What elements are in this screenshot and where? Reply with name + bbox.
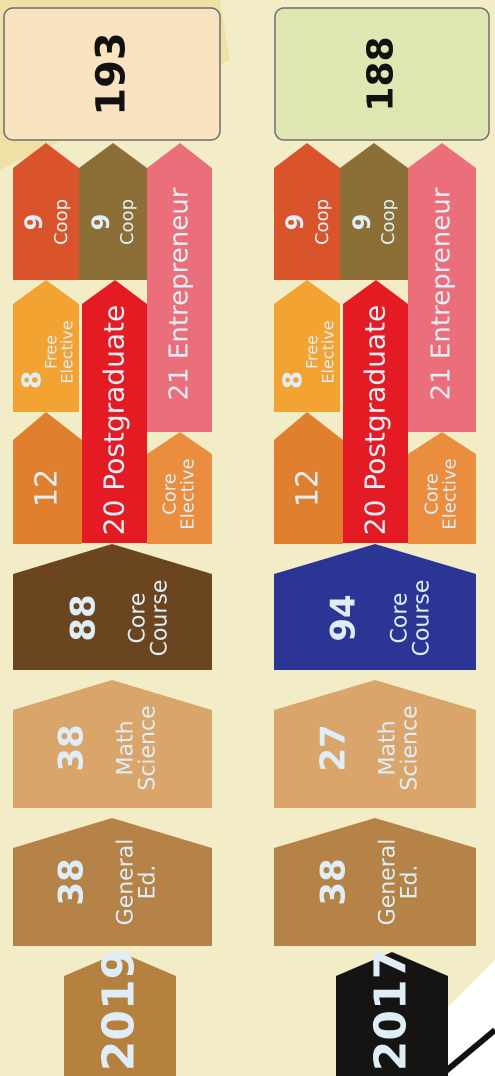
general-ed-label-2017: General Ed.	[375, 838, 423, 926]
entrepreneur-label: Entrepreneur	[164, 187, 195, 360]
core-course-label-2: Course	[410, 579, 435, 657]
year-2017: 2017	[365, 948, 417, 1072]
year-badge-2017	[336, 952, 448, 1076]
postgraduate-2017: 20 Postgraduate	[358, 304, 392, 536]
entrepreneur-value: 21	[426, 367, 457, 401]
postgraduate-value: 20	[97, 499, 131, 536]
math-science-value-2019: 38	[51, 724, 92, 772]
math-science-label-1: Math	[113, 720, 139, 776]
total-box-2017	[274, 7, 490, 141]
postgraduate-label: Postgraduate	[97, 304, 131, 491]
free-elective-block-2019	[13, 280, 79, 412]
coop-block-2-2019	[79, 143, 147, 280]
year-2019: 2019	[93, 948, 145, 1072]
core-course-label-1: Core	[387, 592, 413, 644]
free-elective-label-2: Elective	[319, 320, 338, 384]
core-course-value-2017: 94	[323, 594, 364, 642]
core-elective-label-2019: Core Elective	[160, 458, 199, 530]
free-elective-block-2017	[274, 280, 340, 412]
math-science-label-2019: Math Science	[113, 705, 161, 791]
core-elective-label-2017: Core Elective	[422, 458, 461, 530]
core-elective-label-2: Elective	[178, 458, 199, 530]
general-ed-block-2017	[274, 818, 476, 946]
general-ed-block-2019	[13, 818, 212, 946]
postgraduate-block-2019	[82, 280, 147, 543]
general-ed-label-2: Ed.	[398, 864, 423, 900]
core-course-block-2019	[13, 544, 212, 670]
total-2019: 193	[88, 32, 135, 116]
math-science-label-2017: Math Science	[375, 705, 423, 791]
coop-2-label-2019: Coop	[116, 198, 138, 246]
core-elective-count-block-2017	[274, 412, 343, 544]
coop-block-1-2019	[13, 143, 79, 280]
background-stroke	[438, 1027, 495, 1076]
core-elective-count-block-2019	[13, 412, 82, 544]
coop-2-label-2017: Coop	[377, 198, 399, 246]
core-course-label-1: Core	[125, 592, 151, 644]
free-elective-label-2019: Free Elective	[42, 320, 77, 384]
general-ed-label-1: General	[375, 838, 401, 926]
core-elective-count-2017: 12	[290, 468, 326, 508]
coop-block-2-2017	[340, 143, 408, 280]
core-course-label-2019: Core Course	[125, 579, 173, 657]
coop-2-value-2017: 9	[347, 213, 376, 231]
year-badge-2019	[64, 952, 176, 1076]
total-box-2019	[3, 7, 221, 141]
core-course-label-2017: Core Course	[387, 579, 435, 657]
entrepreneur-2019: 21 Entrepreneur	[164, 187, 195, 401]
math-science-value-2017: 27	[313, 724, 354, 772]
general-ed-label-2019: General Ed.	[113, 838, 161, 926]
coop-block-1-2017	[274, 143, 340, 280]
core-elective-label-2: Elective	[440, 458, 461, 530]
core-course-value-2019: 88	[63, 594, 104, 642]
general-ed-value-2017: 38	[313, 858, 354, 906]
math-science-label-2: Science	[398, 705, 423, 791]
entrepreneur-label: Entrepreneur	[426, 187, 457, 360]
entrepreneur-2017: 21 Entrepreneur	[426, 187, 457, 401]
math-science-block-2019	[13, 680, 212, 808]
coop-2-value-2019: 9	[86, 213, 115, 231]
coop-1-value-2017: 9	[280, 213, 309, 231]
general-ed-label-1: General	[113, 838, 139, 926]
entrepreneur-block-2019	[147, 143, 212, 432]
entrepreneur-block-2017	[408, 143, 476, 432]
entrepreneur-value: 21	[164, 367, 195, 401]
coop-1-value-2019: 9	[19, 213, 48, 231]
general-ed-label-2: Ed.	[136, 864, 161, 900]
core-elective-count-2019: 12	[29, 468, 65, 508]
math-science-label-2: Science	[136, 705, 161, 791]
core-course-label-2: Course	[148, 579, 173, 657]
coop-1-label-2019: Coop	[50, 198, 72, 246]
core-elective-block-2017	[408, 432, 476, 544]
coop-1-label-2017: Coop	[311, 198, 333, 246]
core-elective-block-2019	[147, 432, 212, 544]
postgraduate-block-2017	[343, 280, 408, 543]
total-2017: 188	[360, 36, 402, 112]
free-elective-label-2: Elective	[58, 320, 77, 384]
math-science-label-1: Math	[375, 720, 401, 776]
free-elective-value-2019: 8	[17, 370, 48, 390]
math-science-block-2017	[274, 680, 476, 808]
general-ed-value-2019: 38	[51, 858, 92, 906]
free-elective-value-2017: 8	[278, 370, 309, 390]
postgraduate-2019: 20 Postgraduate	[97, 304, 131, 536]
postgraduate-label: Postgraduate	[358, 304, 392, 491]
core-course-block-2017	[274, 544, 476, 670]
free-elective-label-2017: Free Elective	[303, 320, 338, 384]
postgraduate-value: 20	[358, 499, 392, 536]
